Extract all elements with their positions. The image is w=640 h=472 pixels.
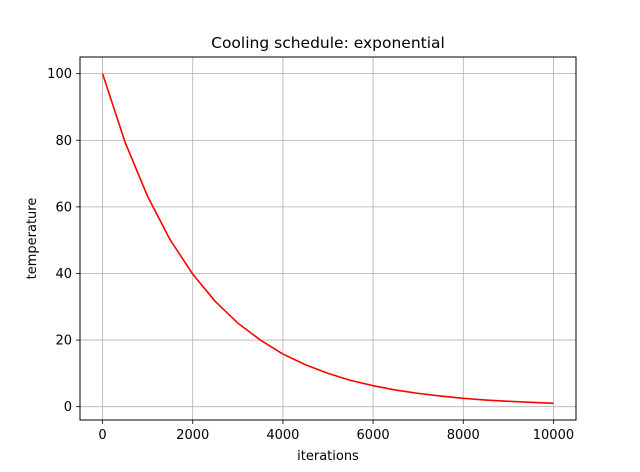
x-tick-label: 6000 [357,428,390,443]
y-tick-label: 100 [47,67,72,82]
series-layer [101,73,554,405]
grid [80,57,576,420]
y-tick-label: 0 [64,400,72,415]
plot-frame [79,56,577,421]
y-tick-label: 80 [55,134,72,149]
y-axis-label: temperature [25,198,40,280]
x-axis-label: iterations [297,449,359,464]
x-tick-label: 8000 [447,428,480,443]
x-tick-label: 10000 [533,428,574,443]
chart-title: Cooling schedule: exponential [211,34,445,52]
y-tick-label: 40 [55,267,72,282]
x-tick-label: 4000 [266,428,299,443]
series-line [101,73,554,405]
x-tick-label: 2000 [176,428,209,443]
x-tick-label: 0 [98,428,106,443]
y-tick-label: 20 [55,334,72,349]
y-tick-label: 60 [55,200,72,215]
ticks: 0 2000 4000 6000 8000 10000 0 20 40 60 80 100 [47,67,574,443]
